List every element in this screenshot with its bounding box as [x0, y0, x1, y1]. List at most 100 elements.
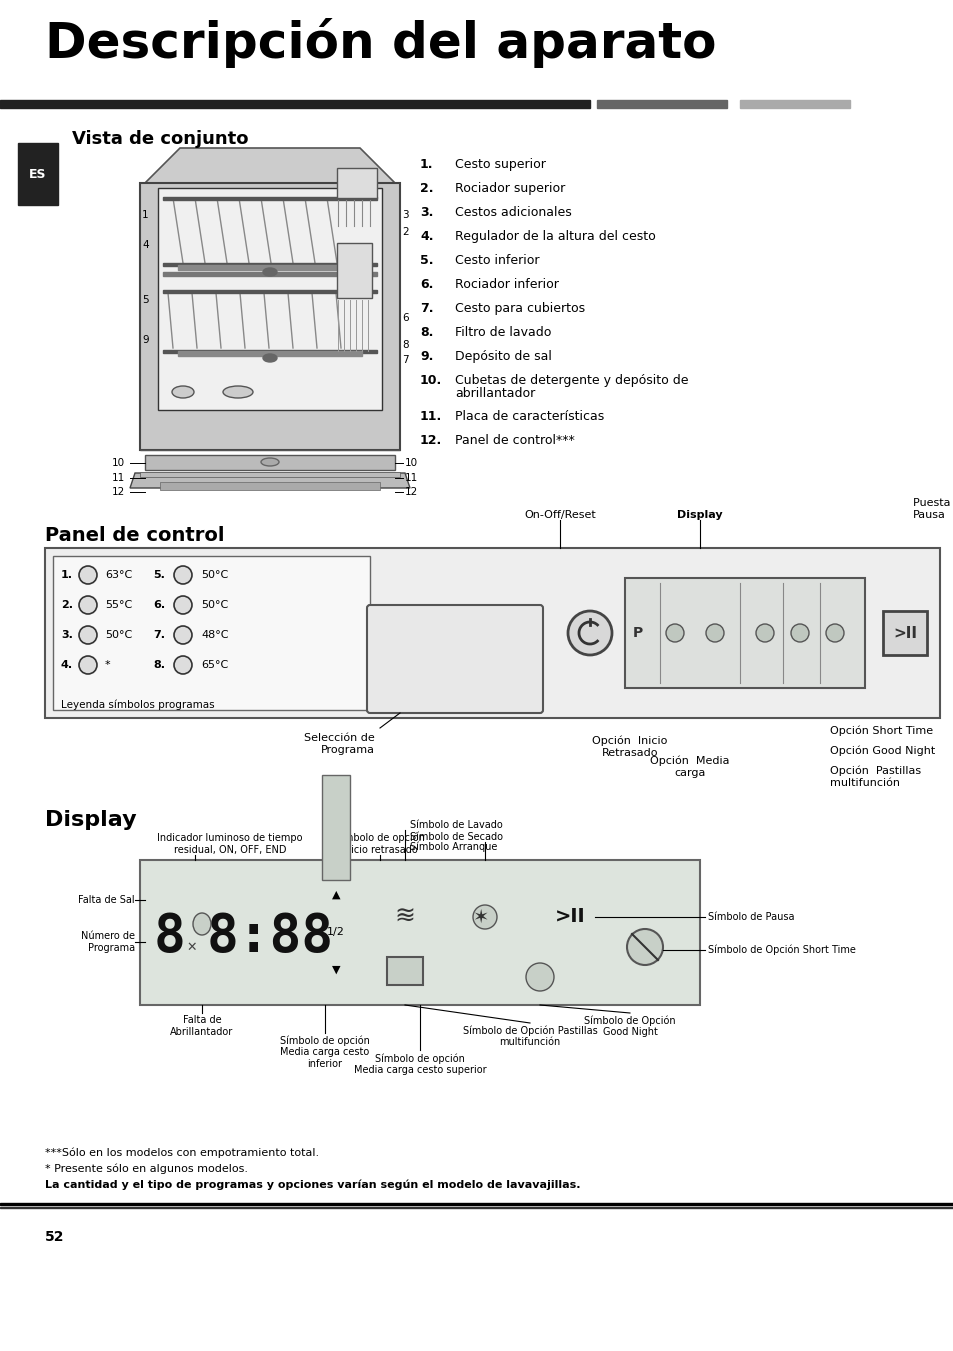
Text: 4: 4 — [142, 240, 149, 250]
Text: 11: 11 — [112, 473, 125, 484]
Text: ≋: ≋ — [395, 905, 416, 929]
Bar — [18, 143, 58, 205]
Bar — [0, 1202, 953, 1205]
Bar — [158, 188, 381, 409]
Circle shape — [755, 624, 773, 642]
Text: Cubetas de detergente y depósito de: Cubetas de detergente y depósito de — [455, 374, 688, 386]
Text: 8.: 8. — [419, 326, 433, 339]
Text: 1.: 1. — [61, 570, 73, 580]
Text: 12: 12 — [112, 486, 125, 497]
Text: 1.: 1. — [419, 158, 433, 172]
Circle shape — [79, 566, 97, 584]
Text: Panel de control***: Panel de control*** — [455, 434, 574, 447]
Text: 10.: 10. — [419, 374, 442, 386]
Bar — [336, 243, 372, 299]
Bar — [178, 265, 361, 270]
Text: * Presente sólo en algunos modelos.: * Presente sólo en algunos modelos. — [45, 1165, 248, 1174]
Text: 55°C: 55°C — [105, 600, 132, 611]
Bar — [597, 100, 726, 108]
Bar — [740, 100, 849, 108]
Text: 52: 52 — [45, 1229, 65, 1244]
Text: Cestos adicionales: Cestos adicionales — [455, 205, 571, 219]
Circle shape — [173, 626, 192, 644]
Text: 8:88: 8:88 — [206, 911, 334, 963]
Text: 48°C: 48°C — [201, 630, 229, 640]
Circle shape — [79, 596, 97, 613]
Text: Falta de Sal: Falta de Sal — [78, 894, 135, 905]
Text: Rociador superior: Rociador superior — [455, 182, 565, 195]
Text: Falta de
Abrillantador: Falta de Abrillantador — [171, 1015, 233, 1036]
Text: 65°C: 65°C — [201, 661, 228, 670]
Bar — [387, 957, 422, 985]
Ellipse shape — [172, 386, 193, 399]
Text: 11.: 11. — [419, 409, 442, 423]
Bar — [145, 455, 395, 470]
Bar — [0, 1206, 953, 1208]
Bar — [624, 578, 864, 688]
Text: 8: 8 — [154, 911, 186, 963]
Text: Símbolo de Opción
Good Night: Símbolo de Opción Good Night — [583, 1015, 675, 1038]
Text: 7.: 7. — [152, 630, 165, 640]
Text: 6.: 6. — [419, 278, 433, 290]
Bar — [140, 471, 399, 477]
Text: Símbolo de Pausa: Símbolo de Pausa — [707, 912, 794, 921]
Text: 2: 2 — [401, 227, 408, 236]
Text: Vista de conjunto: Vista de conjunto — [71, 130, 248, 149]
Text: 2.: 2. — [61, 600, 73, 611]
Text: Placa de características: Placa de características — [455, 409, 603, 423]
Circle shape — [79, 626, 97, 644]
Bar — [322, 775, 350, 880]
Circle shape — [825, 624, 843, 642]
Bar — [163, 272, 376, 276]
Text: ES: ES — [30, 168, 47, 181]
Text: 1/2: 1/2 — [327, 927, 345, 938]
Text: 6: 6 — [401, 313, 408, 323]
Text: 10: 10 — [112, 458, 125, 467]
Text: 10: 10 — [405, 458, 417, 467]
Text: 5: 5 — [142, 295, 149, 305]
Text: Depósito de sal: Depósito de sal — [455, 350, 551, 363]
Text: >II: >II — [554, 908, 585, 927]
Text: P: P — [633, 626, 642, 640]
Bar — [140, 861, 700, 1005]
Text: Puesta  en  marcha/
Pausa: Puesta en marcha/ Pausa — [912, 499, 953, 520]
Ellipse shape — [263, 267, 276, 276]
Text: 11: 11 — [405, 473, 417, 484]
Bar — [336, 168, 376, 199]
Text: 9.: 9. — [419, 350, 433, 363]
Text: La cantidad y el tipo de programas y opciones varían según el modelo de lavavaji: La cantidad y el tipo de programas y opc… — [45, 1179, 579, 1190]
Text: 1: 1 — [142, 209, 149, 220]
Text: 3.: 3. — [419, 205, 433, 219]
Bar — [160, 482, 379, 490]
Bar — [163, 263, 376, 266]
Ellipse shape — [223, 386, 253, 399]
Circle shape — [525, 963, 554, 992]
Text: Símbolo de opción
Inicio retrasado: Símbolo de opción Inicio retrasado — [335, 834, 424, 855]
Text: Símbolo de opción
Media carga cesto superior: Símbolo de opción Media carga cesto supe… — [354, 1052, 486, 1075]
Text: Cesto para cubiertos: Cesto para cubiertos — [455, 303, 584, 315]
Text: 7: 7 — [401, 355, 408, 365]
Circle shape — [705, 624, 723, 642]
Text: Opción  Pastillas
multifunción: Opción Pastillas multifunción — [829, 766, 921, 788]
Text: Selección de
Programa: Selección de Programa — [304, 734, 375, 755]
Bar — [163, 197, 376, 200]
Bar — [53, 557, 370, 711]
Text: Opción Good Night: Opción Good Night — [829, 746, 934, 757]
Bar — [163, 290, 376, 293]
Circle shape — [665, 624, 683, 642]
Text: 4.: 4. — [61, 661, 73, 670]
Text: Leyenda símbolos programas: Leyenda símbolos programas — [61, 700, 214, 711]
Text: Símbolo Arranque: Símbolo Arranque — [410, 842, 497, 852]
Text: Símbolo de opción
Media carga cesto
inferior: Símbolo de opción Media carga cesto infe… — [280, 1035, 370, 1069]
Text: >II: >II — [892, 626, 916, 640]
Circle shape — [173, 596, 192, 613]
Text: Opción Short Time: Opción Short Time — [829, 725, 932, 736]
Text: 3: 3 — [401, 209, 408, 220]
Text: 63°C: 63°C — [105, 570, 132, 580]
Bar — [163, 350, 376, 353]
Text: 5.: 5. — [419, 254, 433, 267]
Circle shape — [790, 624, 808, 642]
Bar — [178, 351, 361, 357]
Text: ▼: ▼ — [332, 965, 340, 975]
Circle shape — [626, 929, 662, 965]
